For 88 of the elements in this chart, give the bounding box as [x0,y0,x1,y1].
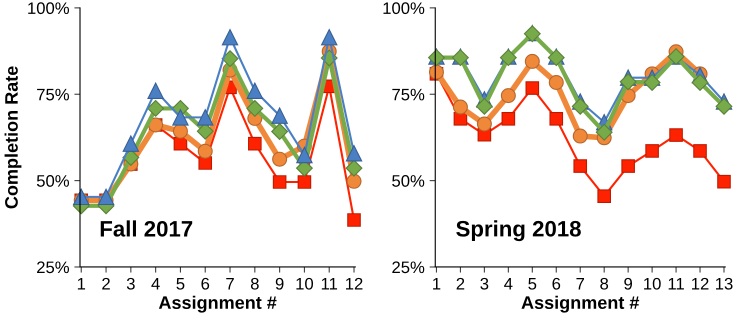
point [500,88,516,104]
point [644,74,661,91]
point [98,188,114,206]
y-tick-label: 25% [37,261,69,274]
point [271,123,288,140]
x-tick-label: 11 [322,278,338,290]
text: Fall 2017 [100,220,192,237]
point [526,81,540,95]
point [596,124,613,141]
y-tick-label: 75% [392,88,424,100]
point [296,146,313,164]
x-tick-label: 8 [600,278,608,290]
y-axis-title: Completion Rate [4,66,22,208]
x-tick-label: 4 [504,278,512,290]
point [272,175,286,189]
point [645,144,659,158]
x-tick-label: 2 [456,278,464,290]
point [716,98,732,115]
x-tick-label: 2 [102,278,110,290]
point [222,50,238,68]
x-tick-label: 10 [296,278,314,290]
y-tick-label: 100% [383,2,424,14]
x-tick-label: 3 [480,278,488,290]
point [476,116,492,132]
x-tick-label: 1 [78,278,86,290]
y-tick-label: 50% [36,175,69,187]
x-tick-label: 6 [201,278,210,290]
point [272,152,288,167]
y-tick-label: 75% [37,88,69,100]
y-tick-label: 100% [28,2,69,14]
x-tick-label: 3 [126,278,135,290]
x-tick-label: 10 [644,278,661,290]
point [346,145,362,162]
x-tick-label: 9 [276,278,284,290]
point [198,144,213,159]
x-tick-label: 7 [576,278,584,290]
y-tick-label: 50% [392,175,424,187]
x-tick-label: 8 [250,278,259,290]
x-axis-title: Assignment # [521,296,640,313]
x-tick-label: 13 [716,278,733,290]
point [597,189,611,203]
point [669,128,683,142]
point [298,175,312,189]
x-tick-label: 5 [528,278,536,290]
point [246,100,264,117]
point [346,174,362,189]
point [476,98,493,115]
point [620,73,637,90]
point [172,124,188,139]
point [452,100,468,115]
point [621,159,635,173]
point [248,136,262,150]
point [321,29,338,46]
point [346,160,362,177]
x-tick-label: 11 [668,278,684,290]
point [693,144,707,158]
point [198,156,212,170]
point [573,159,588,173]
x-tick-label: 5 [176,278,184,290]
point [122,135,140,152]
point [549,112,564,126]
point [524,54,540,69]
point [73,188,90,206]
x-tick-label: 9 [624,278,632,290]
point [147,100,164,117]
point [572,98,589,115]
point [197,109,214,126]
point [502,112,516,126]
point [271,107,288,124]
x-axis-title: Assignment # [158,296,277,313]
x-tick-label: 12 [692,278,708,290]
point [692,74,708,91]
x-tick-label: 4 [151,278,160,290]
point [347,213,361,227]
point [717,174,731,188]
x-tick-label: 12 [346,278,362,290]
y-tick-label: 25% [392,261,424,274]
point [147,82,164,99]
point [548,75,564,90]
x-tick-label: 1 [433,278,440,290]
point [246,82,264,99]
point [222,29,238,46]
point [172,109,189,126]
point [174,136,188,150]
text: Spring 2018 [456,220,581,242]
point [572,128,588,144]
x-tick-label: 7 [226,278,234,290]
x-tick-label: 6 [552,278,560,290]
